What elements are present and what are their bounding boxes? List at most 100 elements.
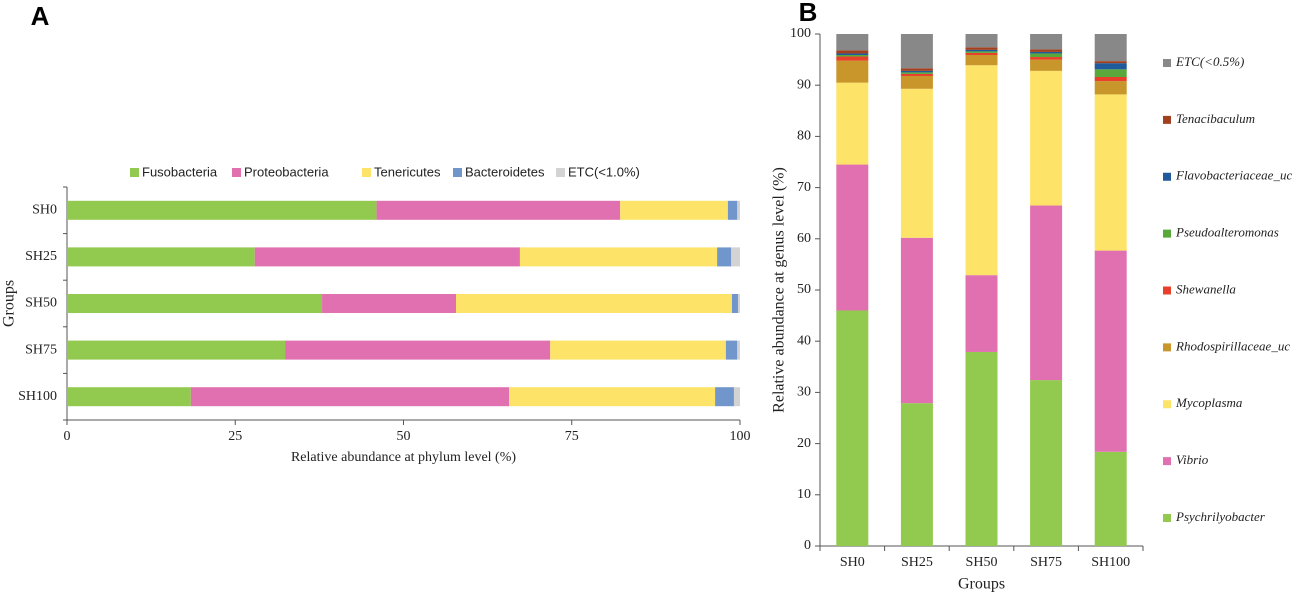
bar-segment (965, 49, 998, 52)
legend-label: Tenericutes (374, 164, 441, 179)
legend-swatch (1163, 115, 1171, 124)
bar-segment (67, 247, 255, 267)
bar-segment (1030, 49, 1063, 52)
y-tick-label: SH75 (25, 342, 57, 357)
panel-label: B (799, 0, 818, 27)
legend-label: Psychrilyobacter (1175, 509, 1266, 524)
bar-segment (965, 351, 998, 546)
bar-segment (67, 387, 191, 407)
legend-swatch (1163, 59, 1171, 67)
bar-segment (1030, 51, 1063, 54)
y-tick-label: SH50 (25, 296, 57, 311)
bar-segment (1030, 34, 1063, 50)
bar-segment (1030, 70, 1063, 206)
bar-segment (725, 340, 738, 360)
y-tick-label: 100 (790, 26, 811, 41)
legend-label: Flavobacteriaceae_uc (1175, 168, 1292, 183)
legend-swatch (130, 168, 139, 177)
bar-segment (519, 247, 718, 267)
legend-swatch (453, 168, 462, 177)
legend-label: Bacteroidetes (465, 164, 545, 179)
x-tick-label: 100 (730, 429, 751, 444)
legend-swatch (362, 168, 371, 177)
x-tick-label: 25 (228, 429, 242, 444)
bar-segment (1094, 69, 1127, 78)
bar-segment (67, 200, 377, 220)
bar-segment (322, 294, 456, 313)
bar-segment (1030, 380, 1063, 546)
bar-segment (965, 275, 998, 352)
legend-label: Proteobacteria (244, 164, 329, 179)
x-tick-label: SH0 (840, 555, 865, 570)
bar-segment (67, 294, 323, 313)
legend-label: Pseudoalteromonas (1175, 225, 1279, 240)
legend-label: ETC(<0.5%) (1175, 54, 1244, 69)
bar-segment (285, 340, 551, 360)
panel-label: A (31, 1, 50, 31)
legend-swatch (1163, 400, 1171, 409)
bar-segment (1030, 59, 1063, 71)
bar-segment (836, 60, 869, 83)
legend-label: Mycoplasma (1175, 395, 1243, 410)
bar-segment (900, 68, 933, 71)
x-tick-label: 50 (397, 429, 411, 444)
bar-segment (900, 237, 933, 404)
bar-segment (836, 54, 869, 57)
bar-segment (455, 294, 732, 313)
bar-segment (67, 340, 286, 360)
bar-segment (737, 200, 740, 220)
bar-segment (1094, 81, 1127, 95)
bar-segment (900, 73, 933, 76)
bar-segment (1094, 34, 1127, 62)
y-tick-label: 30 (797, 385, 811, 400)
x-tick-label: SH25 (901, 555, 933, 570)
legend-label: Fusobacteria (142, 164, 218, 179)
bar-segment (620, 200, 728, 220)
legend-swatch (1163, 514, 1171, 522)
legend-swatch (1163, 457, 1171, 466)
y-tick-label: 10 (797, 487, 811, 502)
legend-swatch (232, 168, 241, 177)
bar-segment (836, 56, 869, 61)
bar-segment (1094, 451, 1127, 546)
bar-segment (731, 247, 740, 267)
legend-label: Tenacibaculum (1176, 111, 1255, 126)
legend-swatch (1163, 286, 1171, 295)
bar-segment (254, 247, 520, 267)
bar-segment (1094, 250, 1127, 452)
bar-segment (965, 51, 998, 53)
bar-segment (737, 340, 740, 360)
bar-segment (190, 387, 510, 407)
bar-segment (836, 310, 869, 546)
bar-segment (1030, 53, 1063, 58)
bar-segment (1030, 205, 1063, 381)
bar-segment (900, 34, 933, 69)
bar-segment (836, 164, 869, 311)
bar-segment (836, 50, 869, 54)
bar-segment (1094, 61, 1127, 64)
legend-swatch (1163, 343, 1171, 352)
y-axis-label: Relative abundance at genus level (%) (771, 167, 788, 413)
x-tick-label: SH50 (966, 555, 998, 570)
bar-segment (900, 72, 933, 74)
bar-segment (715, 387, 734, 407)
y-tick-label: 50 (797, 282, 811, 297)
bar-segment (900, 88, 933, 238)
bar-segment (731, 294, 738, 313)
bar-segment (733, 387, 740, 407)
bar-segment (900, 70, 933, 73)
y-tick-label: 20 (797, 436, 811, 451)
legend-label: Shewanella (1176, 281, 1236, 296)
y-tick-label: 90 (797, 77, 811, 92)
bar-segment (376, 200, 621, 220)
legend-swatch (1163, 229, 1171, 238)
bar-segment (836, 82, 869, 165)
y-tick-label: SH100 (18, 389, 57, 404)
y-tick-label: SH25 (25, 249, 57, 264)
bar-segment (965, 52, 998, 55)
bar-segment (509, 387, 716, 407)
y-axis-label: Groups (1, 280, 18, 327)
legend-label: Rhodospirillaceae_uc (1175, 338, 1290, 353)
bar-segment (965, 47, 998, 50)
